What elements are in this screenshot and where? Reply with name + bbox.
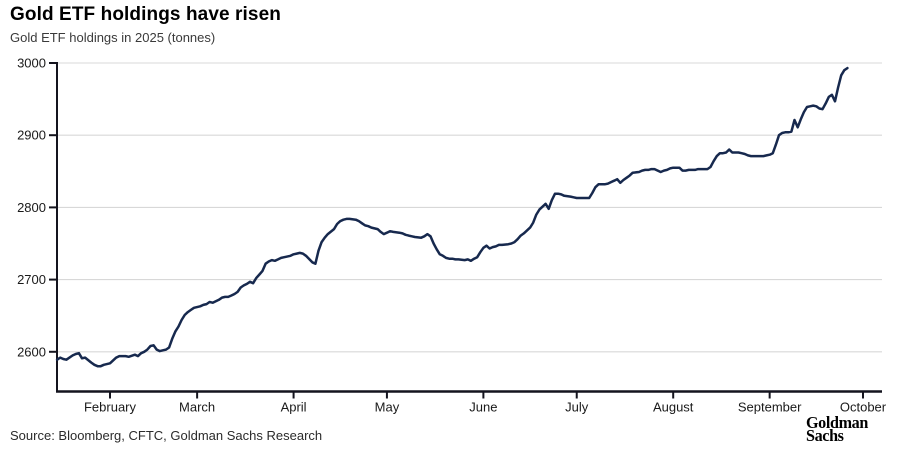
x-tick-label: July	[565, 400, 589, 415]
page-title: Gold ETF holdings have risen	[10, 4, 281, 25]
x-tick-label: March	[179, 400, 215, 415]
x-tick-label: October	[840, 400, 887, 415]
x-tick-label: April	[281, 400, 307, 415]
y-tick-label: 2600	[17, 344, 46, 359]
goldman-sachs-logo: Goldman Sachs	[806, 413, 868, 445]
y-tick-label: 3000	[17, 56, 46, 71]
x-tick-label: August	[653, 400, 694, 415]
y-tick-label: 2800	[17, 200, 46, 215]
chart-subtitle: Gold ETF holdings in 2025 (tonnes)	[10, 30, 216, 45]
y-tick-label: 2700	[17, 272, 46, 287]
x-tick-label: May	[375, 400, 400, 415]
source-note: Source: Bloomberg, CFTC, Goldman Sachs R…	[10, 428, 323, 443]
y-tick-label: 2900	[17, 128, 46, 143]
goldman-sachs-logo-line2: Sachs	[806, 425, 844, 445]
x-tick-label: June	[469, 400, 497, 415]
x-tick-label: February	[84, 400, 137, 415]
gold-etf-line-chart: 2600 2700 2800 2900 3000 February March April Ma…	[17, 56, 887, 415]
x-tick-label: September	[738, 400, 802, 415]
etf-holdings-line	[55, 66, 849, 368]
goldman-sachs-logo-line1: Goldman	[806, 413, 868, 432]
